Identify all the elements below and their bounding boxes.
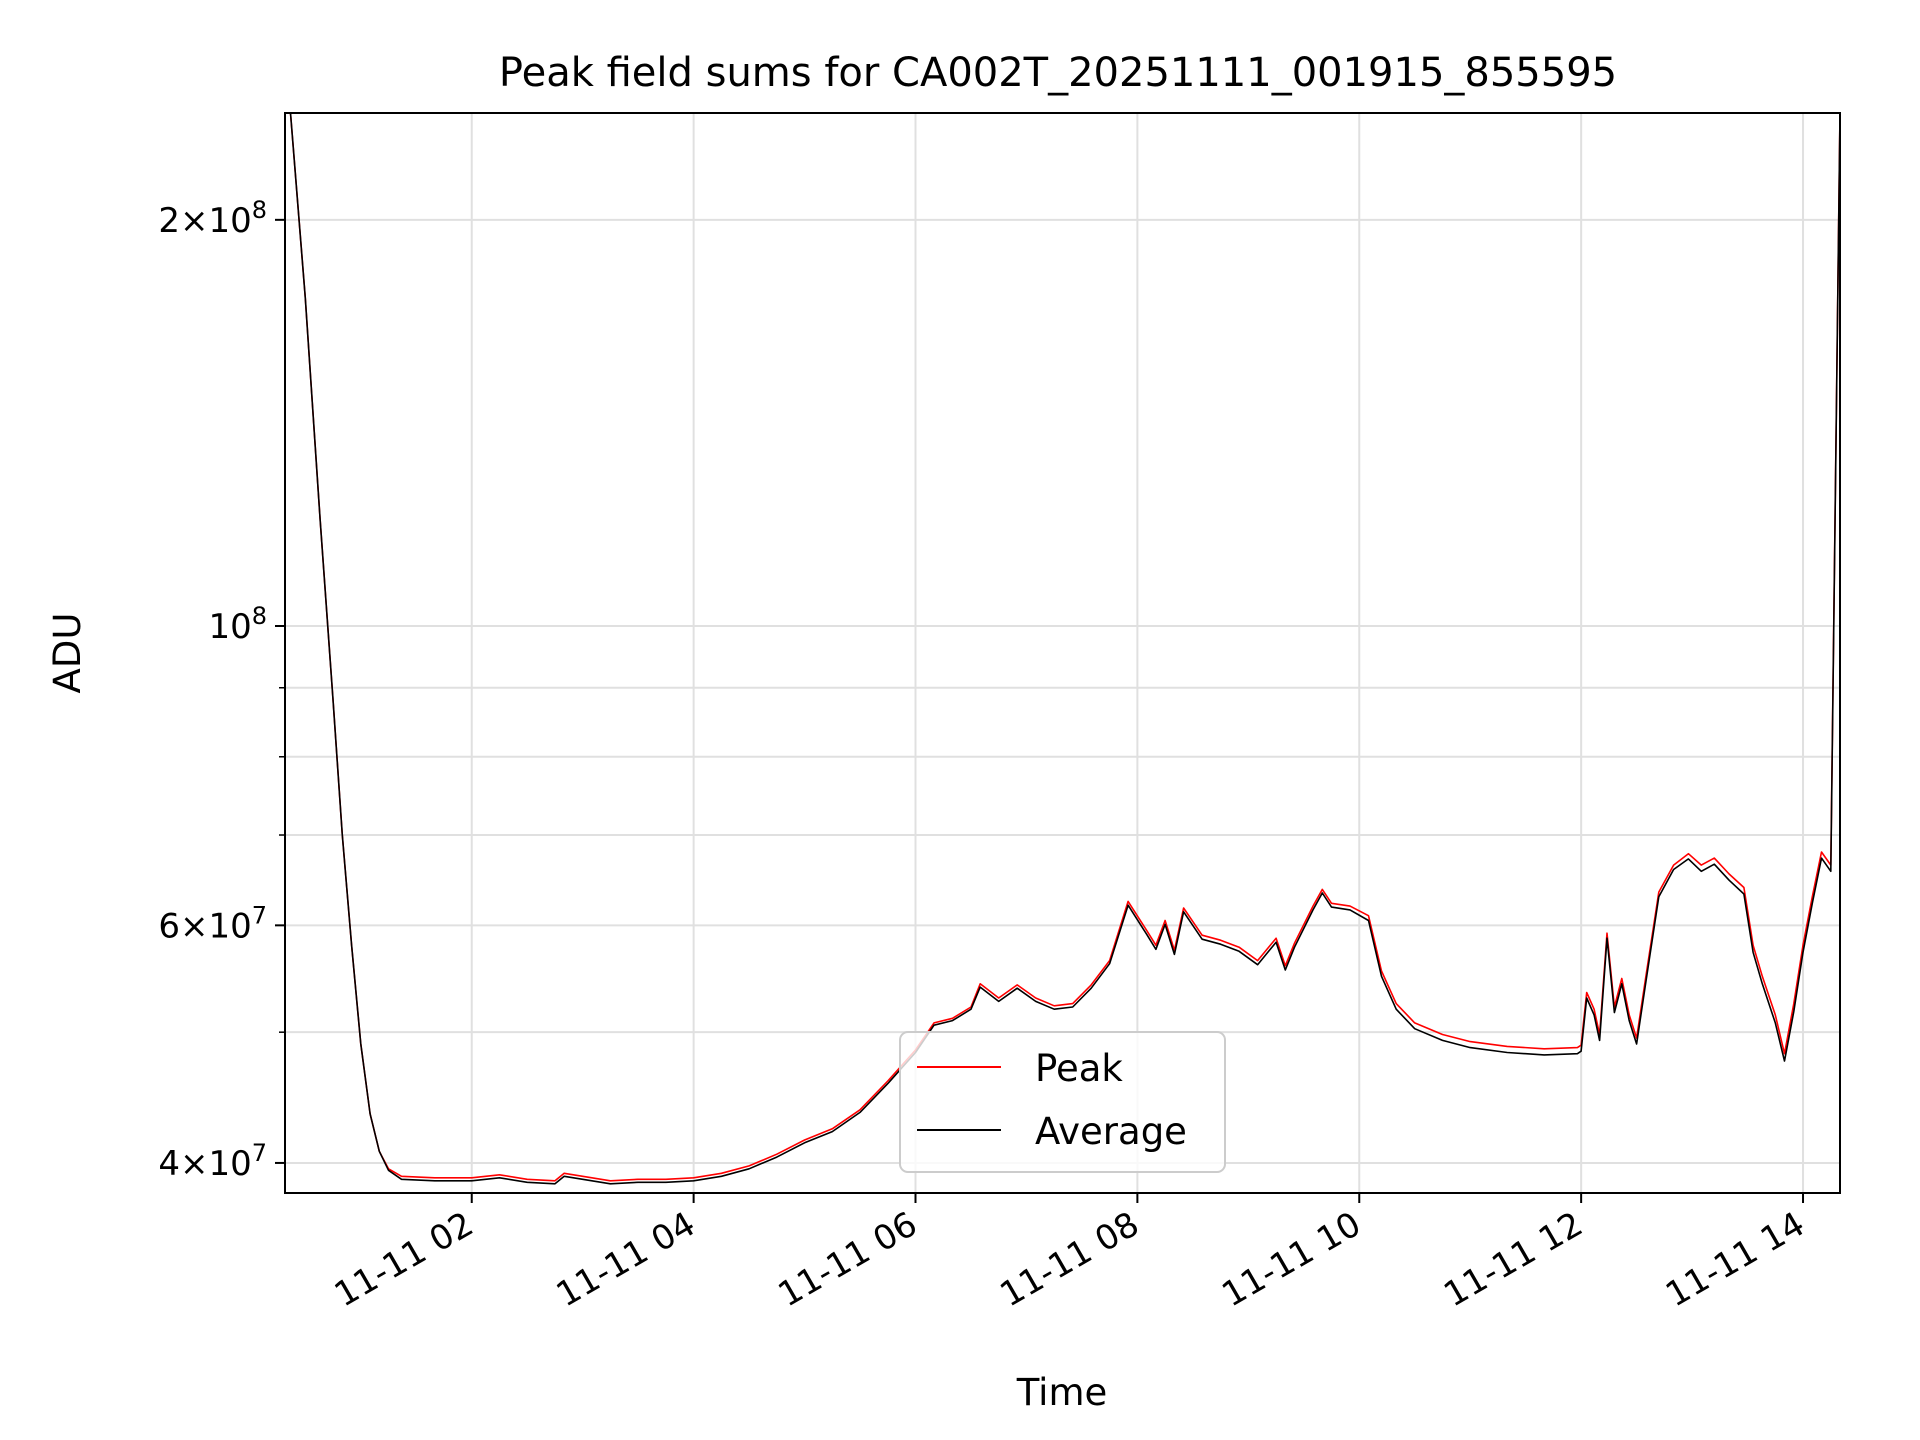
grid: [285, 113, 1840, 1193]
y-tick-label: 2×108: [158, 196, 267, 241]
y-tick-label: 108: [208, 602, 267, 647]
y-tick-label: 6×107: [158, 901, 267, 946]
series-line-average: [289, 113, 1840, 1185]
x-axis-label: Time: [1016, 1371, 1108, 1414]
y-axis-label: ADU: [46, 613, 89, 694]
legend: Peak Average: [899, 1031, 1226, 1173]
y-axis-ticks: 4×107 6×107 108 2×108: [158, 196, 285, 1184]
series-lines: [289, 113, 1840, 1185]
plot-frame: [284, 112, 1841, 1194]
legend-label-peak: Peak: [1035, 1047, 1123, 1090]
legend-label-average: Average: [1035, 1110, 1187, 1153]
y-tick-label: 4×107: [158, 1139, 267, 1184]
chart-title: Peak field sums for CA002T_20251111_0019…: [499, 50, 1617, 96]
series-line-peak: [289, 113, 1840, 1182]
